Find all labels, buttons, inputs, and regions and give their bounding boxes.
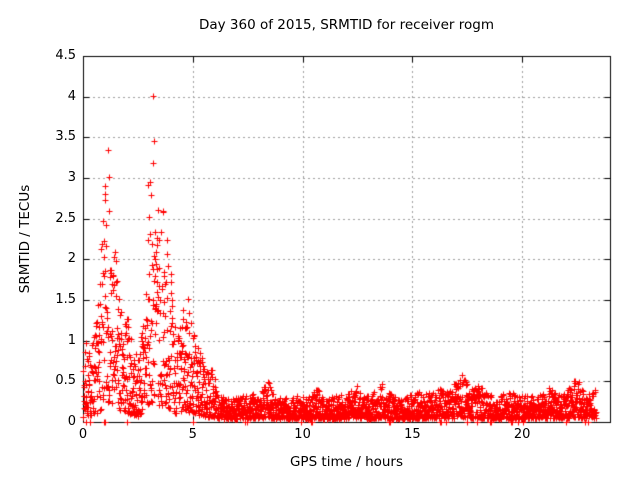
x-axis-title: GPS time / hours — [289, 454, 404, 470]
x-tick-label: 20 — [513, 427, 531, 442]
y-tick-label: 2.5 — [55, 210, 76, 226]
x-tick-label: 0 — [78, 427, 88, 442]
y-tick-label: 3.5 — [55, 129, 76, 145]
x-tick-label: 10 — [294, 427, 311, 442]
y-tick-label: 1.5 — [55, 292, 76, 307]
y-tick-label: 1 — [67, 332, 76, 348]
chart-title: Day 360 of 2015, SRMTID for receiver rog… — [198, 17, 495, 33]
x-tick-label: 5 — [188, 427, 197, 442]
y-tick-label: 0 — [67, 414, 76, 429]
x-tick-label: 15 — [404, 427, 421, 442]
y-axis-title-text: SRMTID / TECUs — [17, 184, 33, 294]
y-tick-label: 2 — [67, 251, 76, 267]
y-tick-label: 4 — [67, 88, 76, 104]
y-tick-label: 3 — [67, 170, 76, 185]
y-tick-label: 0.5 — [55, 373, 76, 389]
y-tick-label: 4.5 — [55, 48, 76, 63]
